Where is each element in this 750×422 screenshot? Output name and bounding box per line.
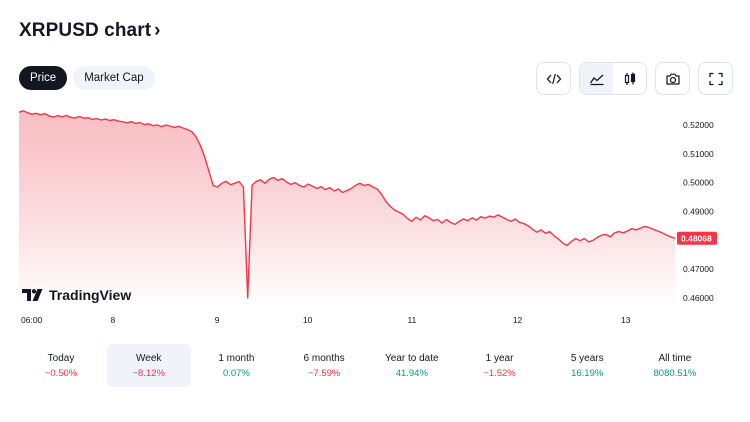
period-label: 1 year: [485, 352, 514, 364]
tab-price-label: Price: [30, 72, 57, 84]
period-change: 8080.51%: [653, 367, 697, 379]
x-tick-label: 9: [215, 315, 220, 325]
last-price-tag-bg: [677, 231, 717, 245]
price-chart-svg[interactable]: 0.52000 0.51000 0.50000 0.49000 0.47000 0.460…: [18, 105, 737, 330]
last-price-label: 0.48068: [681, 233, 712, 243]
period-today[interactable]: Today −0.50%: [19, 344, 103, 387]
period-change: −7.59%: [307, 367, 341, 379]
period-change: −1.52%: [483, 367, 516, 379]
period-change: 0.07%: [222, 367, 250, 379]
period-label: 6 months: [303, 352, 345, 364]
embed-code-icon: [546, 73, 561, 84]
area-chart-icon: [589, 74, 603, 85]
tradingview-watermark[interactable]: TradingView: [22, 287, 131, 303]
price-area-fill: [19, 110, 675, 305]
period-label: Week: [136, 352, 162, 364]
x-tick-label: 12: [513, 315, 523, 325]
period-week[interactable]: Week −8.12%: [106, 344, 191, 387]
period-label: All time: [658, 352, 692, 364]
tradingview-wordmark: TradingView: [49, 287, 132, 303]
period-change: −0.50%: [44, 367, 78, 379]
period-label: 5 years: [570, 352, 604, 364]
period-5-years[interactable]: 5 years 16.19%: [545, 344, 629, 387]
period-year-to-date[interactable]: Year to date 41.94%: [370, 344, 454, 387]
x-axis: 06:00 8 9 10 11 12 13: [21, 315, 631, 325]
fullscreen-group: [698, 62, 733, 95]
period-1-month[interactable]: 1 month 0.07%: [194, 344, 278, 387]
x-tick-label: 8: [110, 315, 115, 325]
y-tick-label: 0.51000: [683, 149, 714, 159]
y-tick-label: 0.52000: [683, 120, 714, 130]
x-tick-label: 11: [408, 315, 417, 325]
period-label: Year to date: [385, 352, 439, 364]
camera-icon: [665, 73, 680, 85]
snapshot-group: [655, 62, 690, 95]
tab-market-cap[interactable]: Market Cap: [73, 66, 155, 90]
y-tick-label: 0.46000: [683, 293, 714, 303]
x-tick-label: 06:00: [21, 315, 43, 325]
fullscreen-button[interactable]: [699, 63, 732, 94]
tab-market-cap-label: Market Cap: [84, 72, 144, 84]
area-chart-button[interactable]: [580, 63, 613, 94]
candles-button[interactable]: [613, 63, 646, 94]
embed-group: [536, 62, 571, 95]
period-performance: Today −0.50% Week −8.12% 1 month 0.07% 6 mo…: [19, 344, 717, 387]
chevron-right-icon: ›: [154, 20, 161, 41]
period-all-time[interactable]: All time 8080.51%: [633, 344, 717, 387]
embed-button[interactable]: [537, 63, 570, 94]
x-tick-label: 13: [621, 315, 631, 325]
fullscreen-icon: [708, 72, 723, 85]
chart-type-tabs: Price Market Cap: [19, 66, 155, 90]
x-tick-label: 10: [303, 315, 313, 325]
y-axis: 0.52000 0.51000 0.50000 0.49000 0.47000 0.460…: [683, 120, 714, 303]
last-price-tag: 0.48068: [677, 231, 717, 245]
period-label: Today: [47, 352, 75, 364]
candles-icon: [624, 72, 635, 85]
title-text: XRPUSD chart: [19, 20, 152, 41]
tradingview-logo-icon: [22, 289, 43, 301]
price-line: [18, 110, 676, 299]
tab-price[interactable]: Price: [19, 66, 68, 90]
y-tick-label: 0.50000: [683, 178, 714, 188]
price-chart[interactable]: 0.52000 0.51000 0.50000 0.49000 0.47000 0.460…: [18, 105, 737, 330]
chart-style-group: [579, 62, 647, 95]
period-change: 16.19%: [571, 367, 604, 379]
page-title[interactable]: XRPUSD chart ›: [19, 20, 161, 42]
y-tick-label: 0.49000: [683, 206, 714, 216]
period-change: 41.94%: [395, 367, 428, 379]
period-change: −8.12%: [132, 367, 165, 379]
period-1-year[interactable]: 1 year −1.52%: [458, 344, 542, 387]
chart-toolbar: [536, 62, 733, 95]
period-6-months[interactable]: 6 months −7.59%: [282, 344, 366, 387]
period-label: 1 month: [218, 352, 255, 364]
snapshot-button[interactable]: [656, 63, 689, 94]
y-tick-label: 0.47000: [683, 264, 714, 274]
